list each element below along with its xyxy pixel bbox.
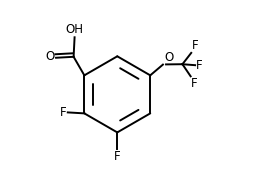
Text: F: F [60, 106, 67, 119]
Text: O: O [45, 50, 54, 63]
Text: F: F [191, 77, 198, 90]
Text: F: F [196, 59, 203, 72]
Text: O: O [164, 51, 173, 64]
Text: OH: OH [66, 23, 84, 36]
Text: F: F [114, 150, 120, 163]
Text: F: F [192, 39, 199, 52]
